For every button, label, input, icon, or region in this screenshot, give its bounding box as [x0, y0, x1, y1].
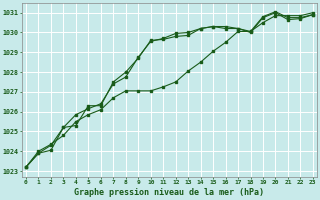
X-axis label: Graphe pression niveau de la mer (hPa): Graphe pression niveau de la mer (hPa) [75, 188, 264, 197]
